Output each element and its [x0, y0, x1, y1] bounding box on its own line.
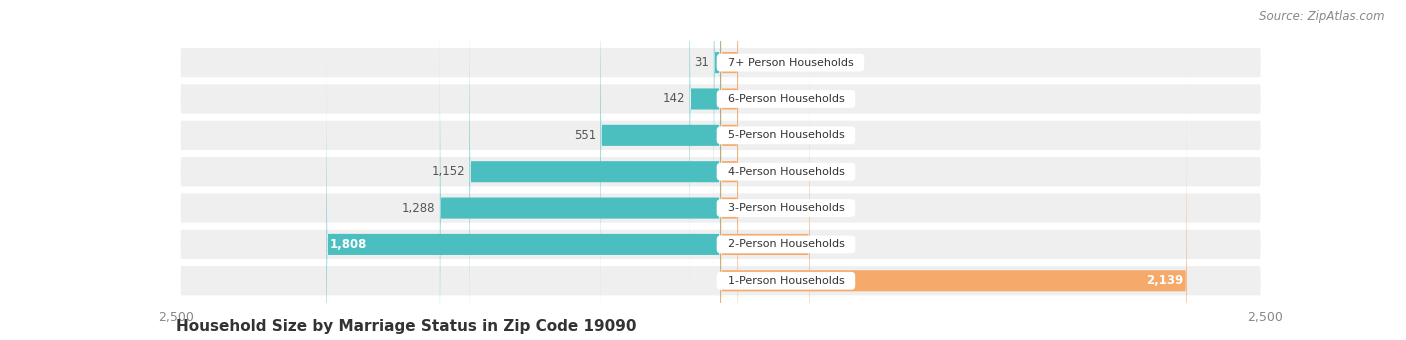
- Text: 4-Person Households: 4-Person Households: [721, 167, 852, 177]
- FancyBboxPatch shape: [177, 0, 1264, 340]
- FancyBboxPatch shape: [177, 0, 1264, 340]
- FancyBboxPatch shape: [721, 37, 810, 340]
- FancyBboxPatch shape: [440, 0, 721, 340]
- FancyBboxPatch shape: [714, 0, 721, 270]
- FancyBboxPatch shape: [326, 37, 721, 340]
- FancyBboxPatch shape: [177, 0, 1264, 340]
- Text: 31: 31: [695, 56, 710, 69]
- FancyBboxPatch shape: [721, 0, 738, 340]
- Text: 0: 0: [742, 165, 749, 178]
- FancyBboxPatch shape: [721, 0, 738, 340]
- Text: 1,808: 1,808: [330, 238, 367, 251]
- Text: 0: 0: [742, 92, 749, 105]
- FancyBboxPatch shape: [177, 0, 1264, 340]
- Text: 7+ Person Households: 7+ Person Households: [721, 57, 860, 68]
- Text: 1-Person Households: 1-Person Households: [721, 276, 851, 286]
- Text: 409: 409: [814, 238, 837, 251]
- FancyBboxPatch shape: [177, 0, 1264, 340]
- FancyBboxPatch shape: [177, 0, 1264, 340]
- Text: 2-Person Households: 2-Person Households: [721, 239, 852, 250]
- FancyBboxPatch shape: [721, 73, 1187, 340]
- Text: 43: 43: [742, 202, 758, 215]
- FancyBboxPatch shape: [721, 0, 738, 340]
- Text: 1,152: 1,152: [432, 165, 465, 178]
- FancyBboxPatch shape: [177, 0, 1264, 340]
- Text: 0: 0: [742, 56, 749, 69]
- Text: 0: 0: [742, 129, 749, 142]
- Text: 5-Person Households: 5-Person Households: [721, 130, 851, 140]
- Text: 1,288: 1,288: [402, 202, 436, 215]
- Text: Source: ZipAtlas.com: Source: ZipAtlas.com: [1260, 10, 1385, 23]
- FancyBboxPatch shape: [470, 0, 721, 340]
- FancyBboxPatch shape: [689, 0, 721, 307]
- Text: 6-Person Households: 6-Person Households: [721, 94, 851, 104]
- FancyBboxPatch shape: [600, 0, 721, 340]
- Text: 2,139: 2,139: [1146, 274, 1184, 287]
- Text: 551: 551: [574, 129, 596, 142]
- FancyBboxPatch shape: [721, 0, 738, 307]
- Text: Household Size by Marriage Status in Zip Code 19090: Household Size by Marriage Status in Zip…: [176, 319, 637, 334]
- FancyBboxPatch shape: [721, 0, 738, 270]
- Text: 142: 142: [662, 92, 685, 105]
- Text: 3-Person Households: 3-Person Households: [721, 203, 851, 213]
